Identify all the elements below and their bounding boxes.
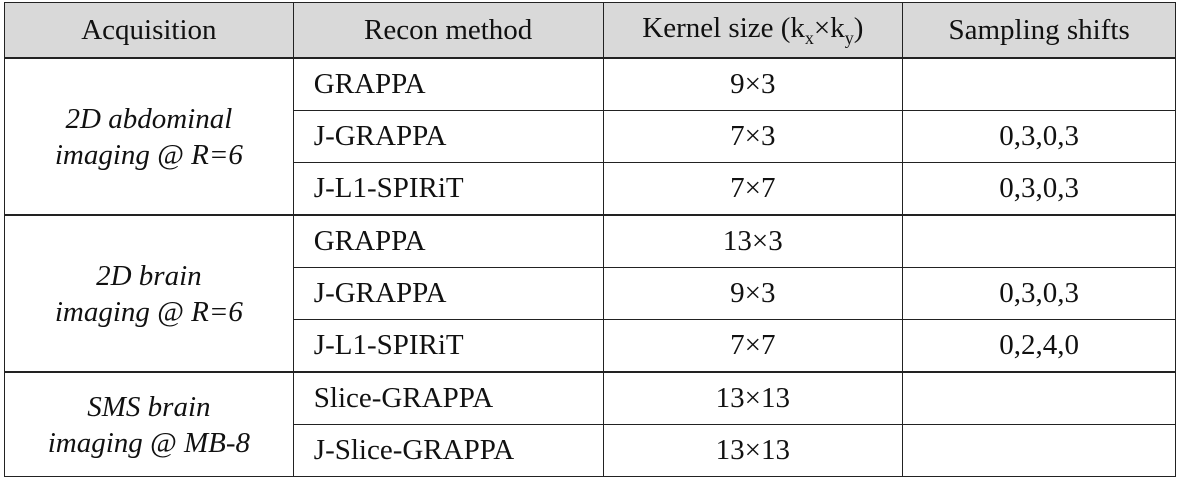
shifts-cell	[902, 371, 1176, 425]
kernel-cell: 7×7	[602, 162, 904, 216]
cell-text: Slice-GRAPPA	[313, 382, 494, 414]
acquisition-line: imaging @ MB-8	[47, 426, 251, 459]
cell-text: 9×3	[730, 277, 776, 309]
header-text: Recon method	[363, 13, 533, 46]
table-body: 2D abdominal imaging @ R=6 GRAPPA 9×3 J-GRAP…	[4, 57, 1176, 477]
acquisition-line: 2D abdominal	[65, 102, 233, 135]
kernel-cell: 9×3	[602, 267, 904, 320]
cell-text: 13×13	[715, 382, 791, 414]
header-cell: Recon method	[292, 2, 604, 59]
shifts-cell	[902, 424, 1176, 477]
header-text: Acquisition	[81, 13, 217, 46]
cell-text: 0,3,0,3	[999, 277, 1079, 309]
table-row: J-GRAPPA 9×3 0,3,0,3	[5, 267, 1176, 320]
acquisition-line: SMS brain	[87, 390, 211, 423]
header-cell: Kernel size (kx×ky)	[602, 2, 904, 59]
method-cell: J-GRAPPA	[292, 110, 604, 163]
kernel-cell: 13×3	[602, 214, 904, 268]
header-text: Sampling shifts	[948, 13, 1130, 46]
acquisition-line: 2D brain	[96, 259, 202, 292]
cell-text: J-L1-SPIRiT	[313, 172, 464, 204]
header-cell: Acquisition	[4, 2, 294, 59]
kernel-cell: 13×13	[602, 424, 904, 477]
method-cell: Slice-GRAPPA	[292, 371, 604, 425]
method-cell: J-L1-SPIRiT	[292, 162, 604, 216]
cell-text: 13×3	[722, 225, 783, 257]
cell-text: 7×7	[730, 329, 776, 361]
kernel-cell: 7×7	[602, 319, 904, 373]
shifts-cell	[902, 57, 1176, 111]
method-cell: J-L1-SPIRiT	[292, 319, 604, 373]
acquisition-cell: 2D abdominal imaging @ R=6	[4, 57, 294, 216]
kernel-cell: 13×13	[602, 371, 904, 425]
table-row: J-L1-SPIRiT 7×7 0,2,4,0	[5, 319, 1176, 373]
method-cell: GRAPPA	[292, 214, 604, 268]
shifts-cell: 0,3,0,3	[902, 110, 1176, 163]
method-cell: GRAPPA	[292, 57, 604, 111]
cell-text: 7×3	[730, 120, 776, 152]
subscript: x	[804, 27, 814, 48]
cell-text: 9×3	[730, 68, 776, 100]
table-row: J-GRAPPA 7×3 0,3,0,3	[5, 110, 1176, 163]
acquisition-cell: SMS brain imaging @ MB-8	[4, 371, 294, 477]
shifts-cell	[902, 214, 1176, 268]
header-text: Kernel size (k	[642, 11, 805, 44]
cell-text: GRAPPA	[313, 68, 426, 100]
acquisition-line: imaging @ R=6	[54, 295, 243, 328]
cell-text: GRAPPA	[313, 225, 426, 257]
shifts-cell: 0,3,0,3	[902, 267, 1176, 320]
table-row: 2D abdominal imaging @ R=6 GRAPPA 9×3	[4, 57, 1176, 216]
cell-text: J-GRAPPA	[313, 120, 447, 152]
cell-text: J-L1-SPIRiT	[313, 329, 464, 361]
acquisition-cell: 2D brain imaging @ R=6	[4, 214, 294, 373]
table-row: SMS brain imaging @ MB-8 Slice-GRAPPA 13×13	[4, 371, 1176, 477]
cell-text: 0,3,0,3	[999, 120, 1079, 152]
table-row: 2D brain imaging @ R=6 GRAPPA 13×3	[4, 214, 1176, 373]
header-cell: Sampling shifts	[902, 2, 1176, 59]
header-text: ×k	[813, 11, 845, 44]
kernel-cell: 7×3	[602, 110, 904, 163]
method-cell: J-Slice-GRAPPA	[292, 424, 604, 477]
header-row: Acquisition Recon method Kernel size (kx×k…	[4, 2, 1176, 59]
cell-text: J-Slice-GRAPPA	[313, 434, 515, 466]
kernel-cell: 9×3	[602, 57, 904, 111]
cell-text: 7×7	[730, 172, 776, 204]
header-text: )	[853, 11, 864, 44]
shifts-cell: 0,2,4,0	[902, 319, 1176, 373]
cell-text: 0,3,0,3	[999, 172, 1079, 204]
table: Acquisition Recon method Kernel size (kx×k…	[4, 2, 1176, 477]
acquisition-line: imaging @ R=6	[54, 138, 243, 171]
cell-text: 0,2,4,0	[999, 329, 1079, 361]
subscript: y	[844, 27, 854, 48]
shifts-cell: 0,3,0,3	[902, 162, 1176, 216]
method-cell: J-GRAPPA	[292, 267, 604, 320]
cell-text: 13×13	[715, 434, 791, 466]
cell-text: J-GRAPPA	[313, 277, 447, 309]
table-row: J-Slice-GRAPPA 13×13	[5, 424, 1176, 477]
